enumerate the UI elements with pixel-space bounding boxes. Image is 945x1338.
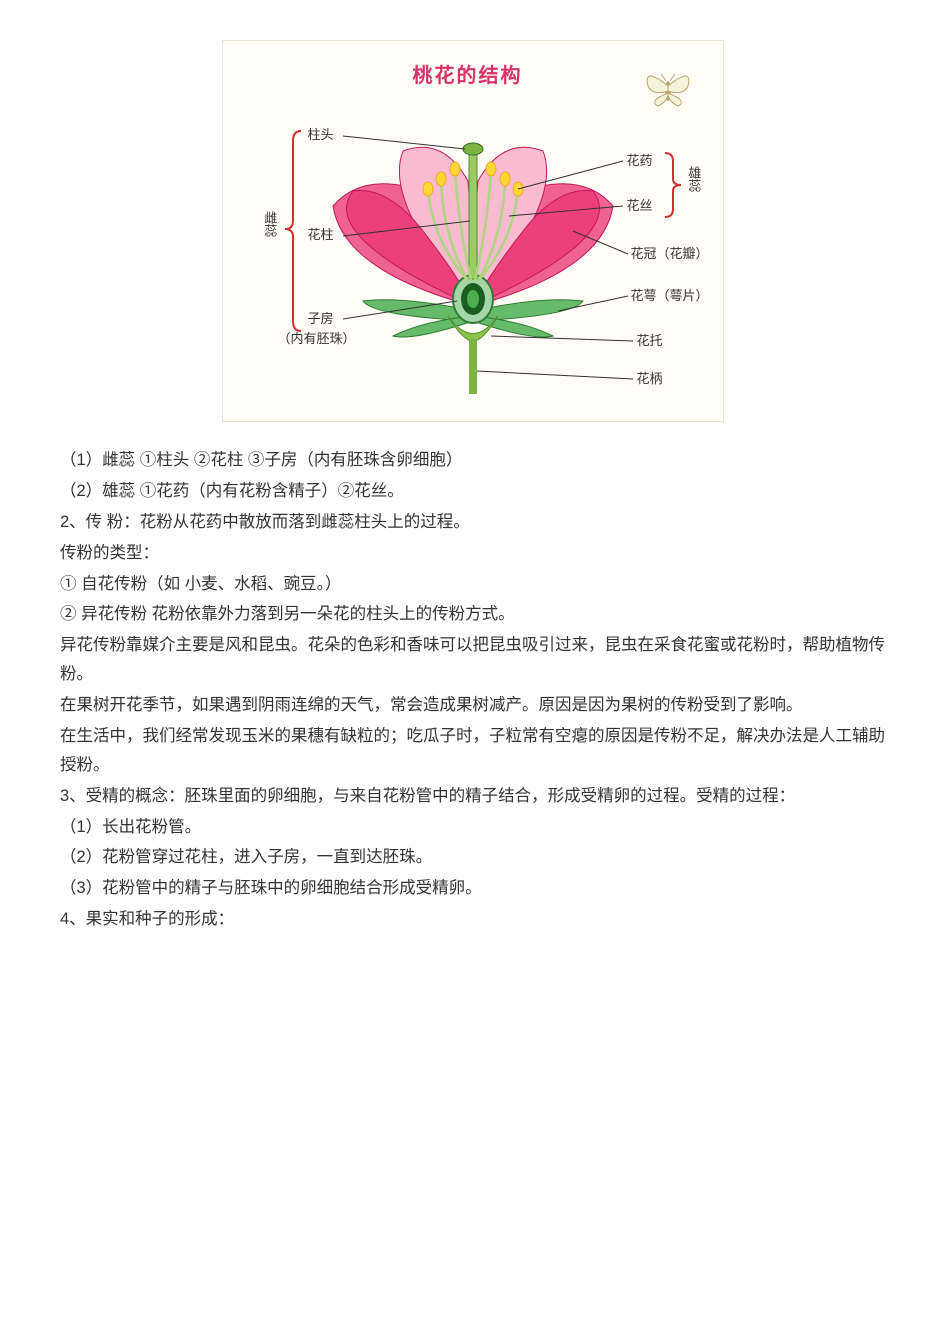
para-12: （2）花粉管穿过花柱，进入子房，一直到达胚珠。 — [60, 843, 885, 872]
label-filament: 花丝 — [627, 198, 653, 215]
para-4: 传粉的类型： — [60, 539, 885, 568]
label-receptacle: 花托 — [637, 333, 663, 350]
label-ovary: 子房 — [308, 311, 334, 328]
para-8: 在果树开花季节，如果遇到阴雨连绵的天气，常会造成果树减产。原因是因为果树的传粉受… — [60, 691, 885, 720]
label-stamen-group: 雄蕊 — [685, 166, 702, 192]
label-calyx: 花萼（萼片） — [631, 288, 709, 305]
label-pedicel: 花柄 — [637, 371, 663, 388]
para-7: 异花传粉靠媒介主要是风和昆虫。花朵的色彩和香味可以把昆虫吸引过来，昆虫在采食花蜜… — [60, 631, 885, 689]
para-6: ② 异花传粉 花粉依靠外力落到另一朵花的柱头上的传粉方式。 — [60, 600, 885, 629]
flower-diagram-container: 桃花的结构 — [60, 40, 885, 422]
label-ovary-sub: （内有胚珠） — [278, 331, 356, 348]
document-body: （1）雌蕊 ①柱头 ②花柱 ③子房（内有胚珠含卵细胞） （2）雄蕊 ①花药（内有… — [60, 446, 885, 934]
flower-diagram: 桃花的结构 — [222, 40, 724, 422]
label-style: 花柱 — [308, 227, 334, 244]
label-stigma: 柱头 — [308, 127, 334, 144]
para-14: 4、果实和种子的形成： — [60, 905, 885, 934]
para-2: （2）雄蕊 ①花药（内有花粉含精子）②花丝。 — [60, 477, 885, 506]
para-10: 3、受精的概念：胚珠里面的卵细胞，与来自花粉管中的精子结合，形成受精卵的过程。受… — [60, 782, 885, 811]
flower-svg — [223, 41, 723, 421]
para-1: （1）雌蕊 ①柱头 ②花柱 ③子房（内有胚珠含卵细胞） — [60, 446, 885, 475]
para-9: 在生活中，我们经常发现玉米的果穗有缺粒的；吃瓜子时，子粒常有空瘪的原因是传粉不足… — [60, 722, 885, 780]
para-5: ① 自花传粉（如 小麦、水稻、豌豆。） — [60, 570, 885, 599]
para-3: 2、传 粉：花粉从花药中散放而落到雌蕊柱头上的过程。 — [60, 508, 885, 537]
para-11: （1）长出花粉管。 — [60, 813, 885, 842]
label-pistil-group: 雌蕊 — [261, 211, 278, 237]
label-corolla: 花冠（花瓣） — [631, 246, 709, 263]
label-anther: 花药 — [627, 153, 653, 170]
para-13: （3）花粉管中的精子与胚珠中的卵细胞结合形成受精卵。 — [60, 874, 885, 903]
